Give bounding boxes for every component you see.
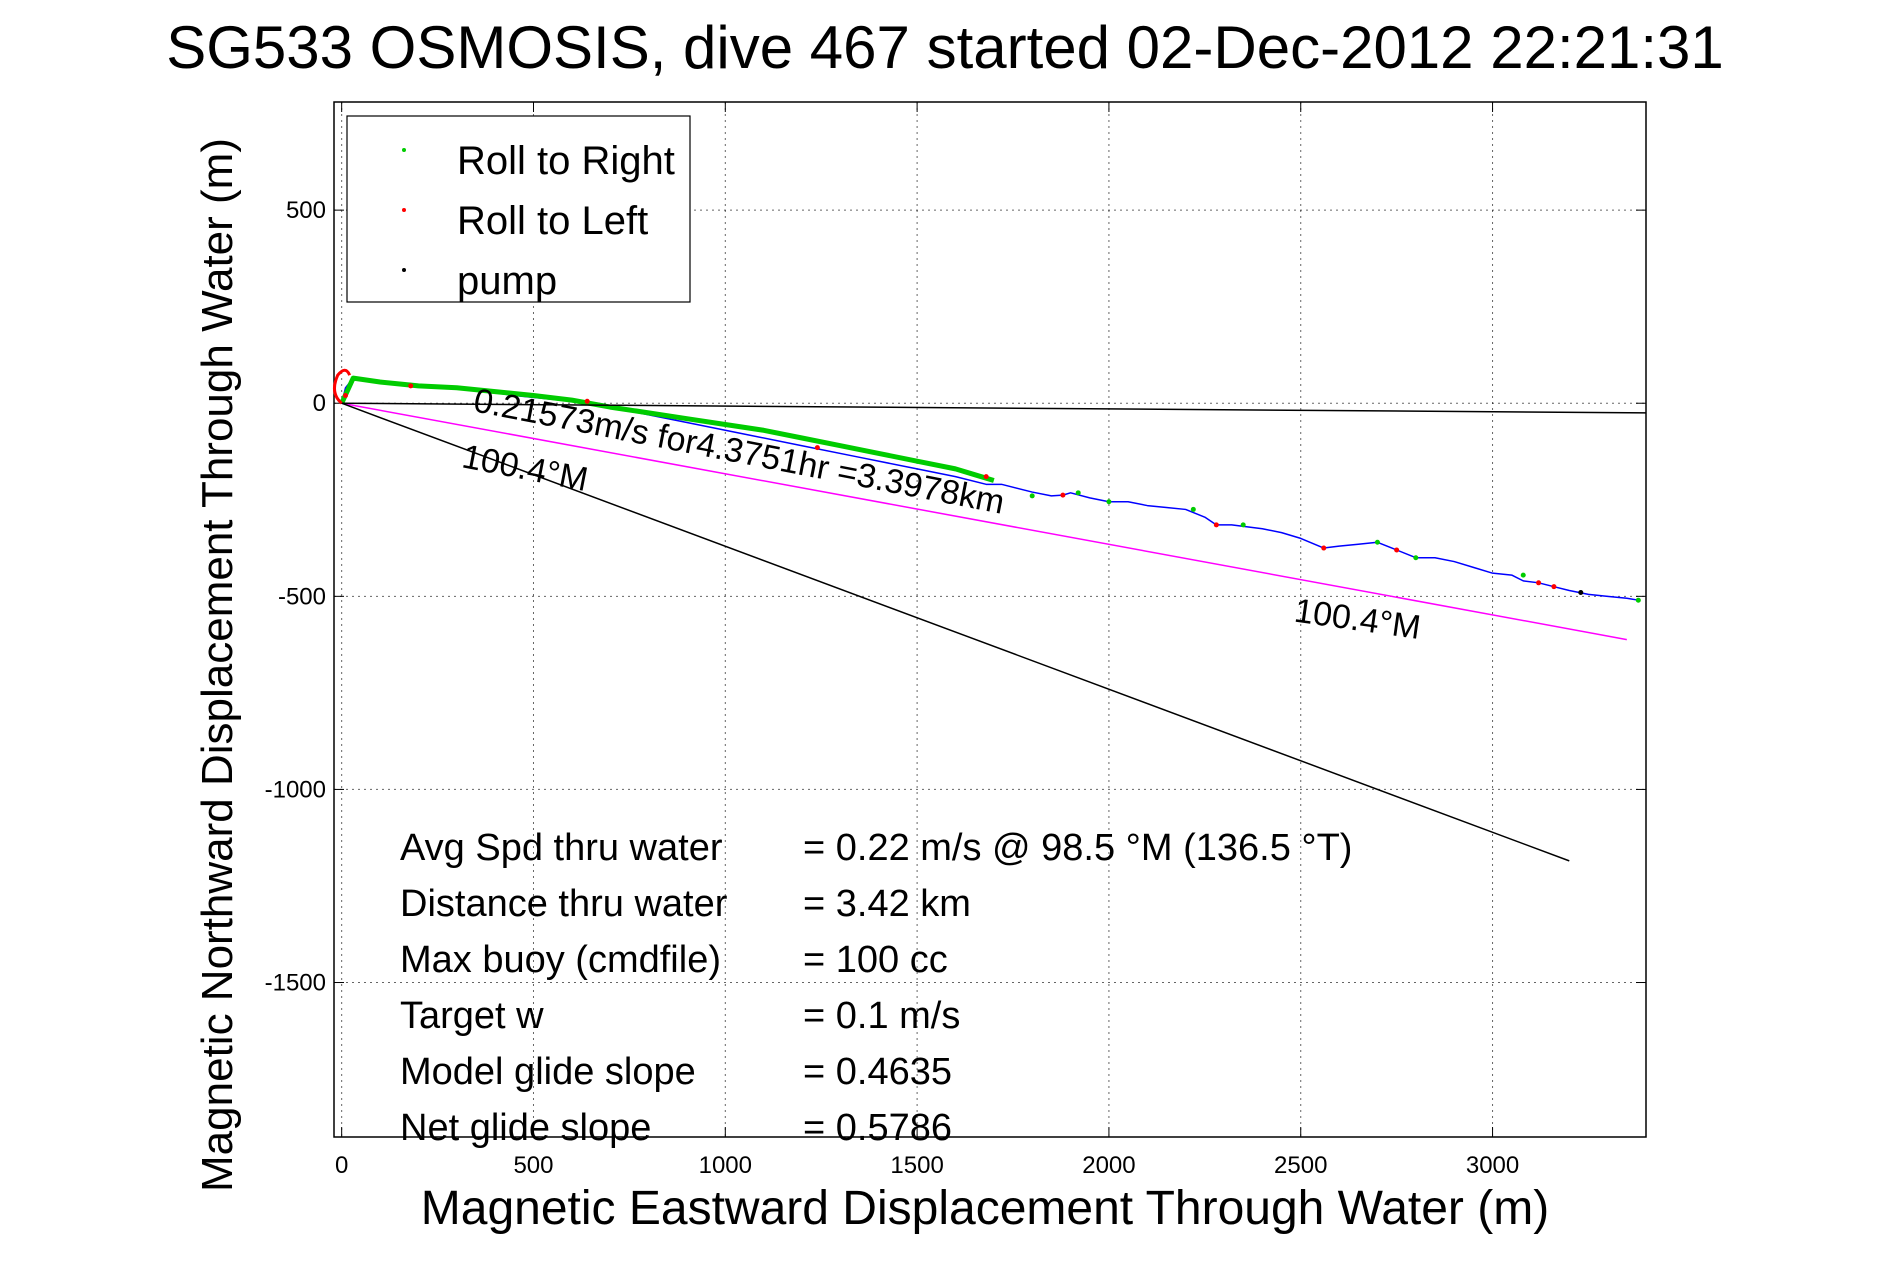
x-tick-label: 2500 [1274, 1152, 1327, 1179]
legend-label: Roll to Right [457, 139, 675, 183]
chart-title: SG533 OSMOSIS, dive 467 started 02-Dec-2… [166, 14, 1724, 81]
y-tick-label: 500 [286, 197, 326, 224]
stat-label: Avg Spd thru water [400, 827, 723, 869]
legend-marker [402, 268, 406, 272]
legend-marker [402, 148, 406, 152]
x-tick-label: 1500 [890, 1152, 943, 1179]
marker-point [1394, 547, 1400, 553]
marker-point [1520, 572, 1526, 578]
stat-label: Net glide slope [400, 1107, 651, 1149]
legend-marker [402, 208, 406, 212]
y-axis-label: Magnetic Northward Displacement Through … [193, 138, 242, 1192]
marker-point [1635, 597, 1641, 603]
series-line-3 [341, 402, 1627, 641]
marker-point [983, 474, 989, 480]
marker-point [1413, 555, 1419, 561]
x-tick-label: 2000 [1082, 1152, 1135, 1179]
marker-point [1029, 493, 1035, 499]
stat-value: = 0.1 m/s [803, 995, 960, 1037]
marker-point [1106, 499, 1112, 505]
marker-point [1536, 580, 1542, 586]
marker-point [1240, 522, 1246, 528]
marker-point [343, 393, 349, 399]
legend-label: pump [457, 259, 557, 303]
stat-value: = 0.4635 [803, 1051, 952, 1093]
marker-point [1060, 492, 1066, 498]
marker-point [1374, 539, 1380, 545]
x-axis-label: Magnetic Eastward Displacement Through W… [421, 1182, 1549, 1235]
stat-label: Model glide slope [400, 1051, 696, 1093]
y-tick-label: -1500 [265, 970, 326, 997]
plot-area: 0 500 1000 1500 2000 2500 3000 -1500 -1000 -500 0 5… [265, 101, 1647, 1179]
marker-point [1321, 545, 1327, 551]
y-tick-label: 0 [313, 390, 326, 417]
stat-value: = 100 cc [803, 939, 948, 981]
stat-value: = 3.42 km [803, 883, 971, 925]
marker-point [814, 445, 820, 451]
x-tick-label: 1000 [699, 1152, 752, 1179]
marker-point [1190, 506, 1196, 512]
legend: Roll to Right Roll to Left pump [346, 115, 691, 303]
marker-point [1578, 589, 1584, 595]
marker-point [408, 383, 414, 389]
marker-point [1551, 584, 1557, 590]
series-line-4 [341, 402, 1570, 862]
origin-loop [332, 368, 352, 405]
stat-value: = 0.5786 [803, 1107, 952, 1149]
y-tick-label: -500 [278, 583, 326, 610]
x-tick-label: 500 [513, 1152, 553, 1179]
marker-point [1213, 522, 1219, 528]
marker-point [584, 398, 590, 404]
x-tick-label: 0 [335, 1152, 348, 1179]
marker-point [1075, 490, 1081, 496]
x-tick-label: 3000 [1466, 1152, 1519, 1179]
y-tick-label: -1000 [265, 776, 326, 803]
stat-label: Distance thru water [400, 883, 728, 925]
series-line-2 [339, 375, 995, 483]
series-line-5 [341, 402, 1647, 414]
stat-value: = 0.22 m/s @ 98.5 °M (136.5 °T) [803, 827, 1352, 869]
stat-label: Target w [400, 995, 544, 1037]
stat-label: Max buoy (cmdfile) [400, 939, 721, 981]
legend-label: Roll to Left [457, 199, 648, 243]
